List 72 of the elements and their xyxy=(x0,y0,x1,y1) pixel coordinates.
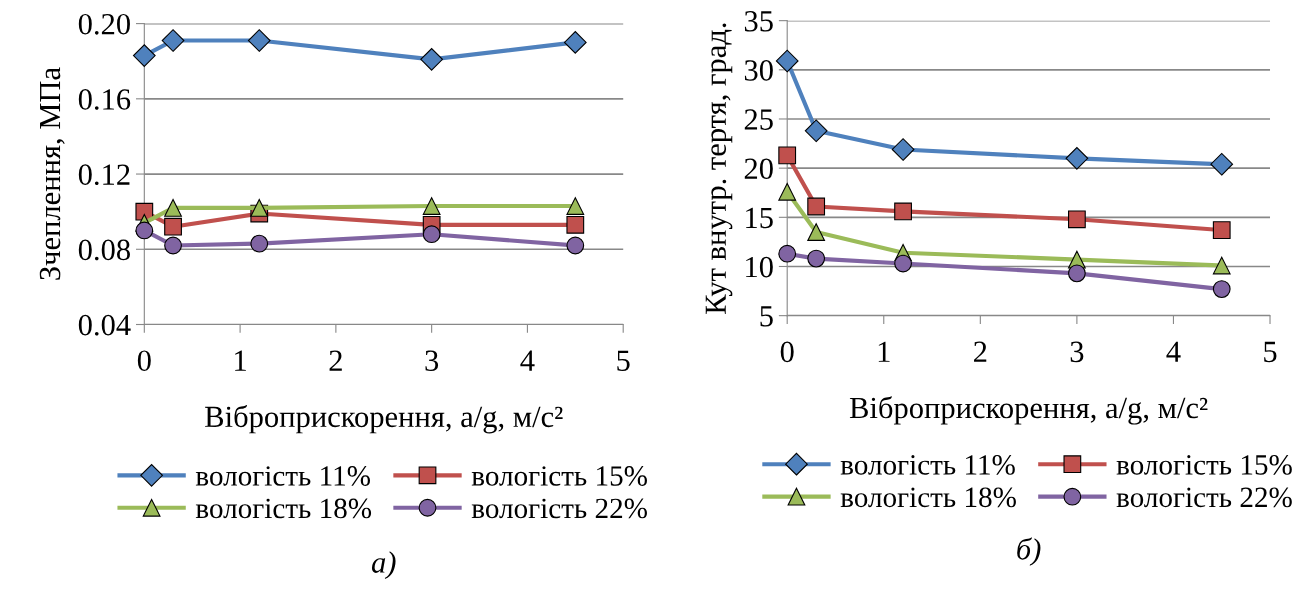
legend-label: вологість 18% xyxy=(840,487,1016,508)
x-tick-label: 5 xyxy=(617,350,630,371)
point xyxy=(132,44,156,67)
y-tick-label: 0.12 xyxy=(78,164,130,186)
point xyxy=(164,199,182,217)
x-tick-label: 2 xyxy=(974,341,987,362)
y-tick-label: 0.04 xyxy=(78,314,131,336)
x-tick-label: 3 xyxy=(1070,341,1084,363)
legend-label: вологість 18% xyxy=(195,498,372,519)
text: а) xyxy=(371,551,396,580)
point xyxy=(778,146,797,165)
x-tick-label: 5 xyxy=(1264,341,1277,363)
y-tick-label: 20 xyxy=(744,158,773,180)
point xyxy=(1068,210,1086,229)
y-tick-label: 5 xyxy=(760,306,773,327)
point xyxy=(775,49,799,73)
legend-label: вологість 15% xyxy=(1116,455,1292,475)
y-axis-title: Зчеплення, МПа xyxy=(39,67,65,280)
point xyxy=(804,119,828,143)
y-tick-label: 30 xyxy=(744,60,773,81)
point xyxy=(807,197,826,216)
x-axis-title: Віброприскорення, a/g, м/с² xyxy=(849,396,1208,425)
y-tick-label: 35 xyxy=(744,11,773,32)
point xyxy=(247,29,271,52)
x-tick-label: 0 xyxy=(137,350,151,371)
point xyxy=(1212,221,1231,239)
legend-label: вологість 22% xyxy=(471,498,647,519)
y-tick-label: 0.16 xyxy=(78,89,131,110)
x-tick-label: 3 xyxy=(425,350,439,371)
point xyxy=(807,223,826,241)
legend-label: вологість 11% xyxy=(840,455,1015,475)
point xyxy=(1065,146,1089,170)
x-axis-title: Віброприскорення, a/g, м/с² xyxy=(205,404,563,434)
y-axis-title: Кут внутр. тертя, град. xyxy=(705,23,733,314)
point xyxy=(250,199,269,217)
x-tick-label: 1 xyxy=(878,341,890,362)
point xyxy=(164,236,182,255)
point xyxy=(420,47,444,71)
point xyxy=(894,254,912,273)
point xyxy=(1210,152,1234,176)
point xyxy=(778,244,797,263)
point xyxy=(135,221,154,240)
point xyxy=(563,31,587,54)
point xyxy=(250,234,269,253)
point xyxy=(566,215,585,234)
point xyxy=(164,217,182,236)
x-tick-label: 2 xyxy=(329,350,342,371)
point xyxy=(1212,280,1231,298)
point xyxy=(161,29,185,52)
point xyxy=(566,236,585,255)
point xyxy=(891,138,915,161)
y-tick-label: 0.08 xyxy=(78,239,130,261)
point xyxy=(807,249,826,268)
x-tick-label: 0 xyxy=(780,341,794,363)
point xyxy=(894,202,912,221)
legend-label: вологість 15% xyxy=(471,466,647,486)
point xyxy=(1068,264,1086,283)
point xyxy=(422,225,441,244)
point xyxy=(1212,256,1231,275)
legend-label: вологість 22% xyxy=(1116,487,1292,508)
point xyxy=(778,182,797,201)
y-tick-label: 0.20 xyxy=(78,13,130,35)
y-tick-label: 25 xyxy=(744,109,773,130)
text: б) xyxy=(1017,537,1041,566)
point xyxy=(566,197,585,215)
legend-label: вологість 11% xyxy=(195,466,370,486)
y-tick-label: 15 xyxy=(746,207,773,229)
x-tick-label: 4 xyxy=(1166,341,1181,362)
x-tick-label: 1 xyxy=(235,350,246,371)
y-tick-label: 10 xyxy=(746,256,773,278)
x-tick-label: 4 xyxy=(520,350,535,371)
point xyxy=(422,197,441,215)
